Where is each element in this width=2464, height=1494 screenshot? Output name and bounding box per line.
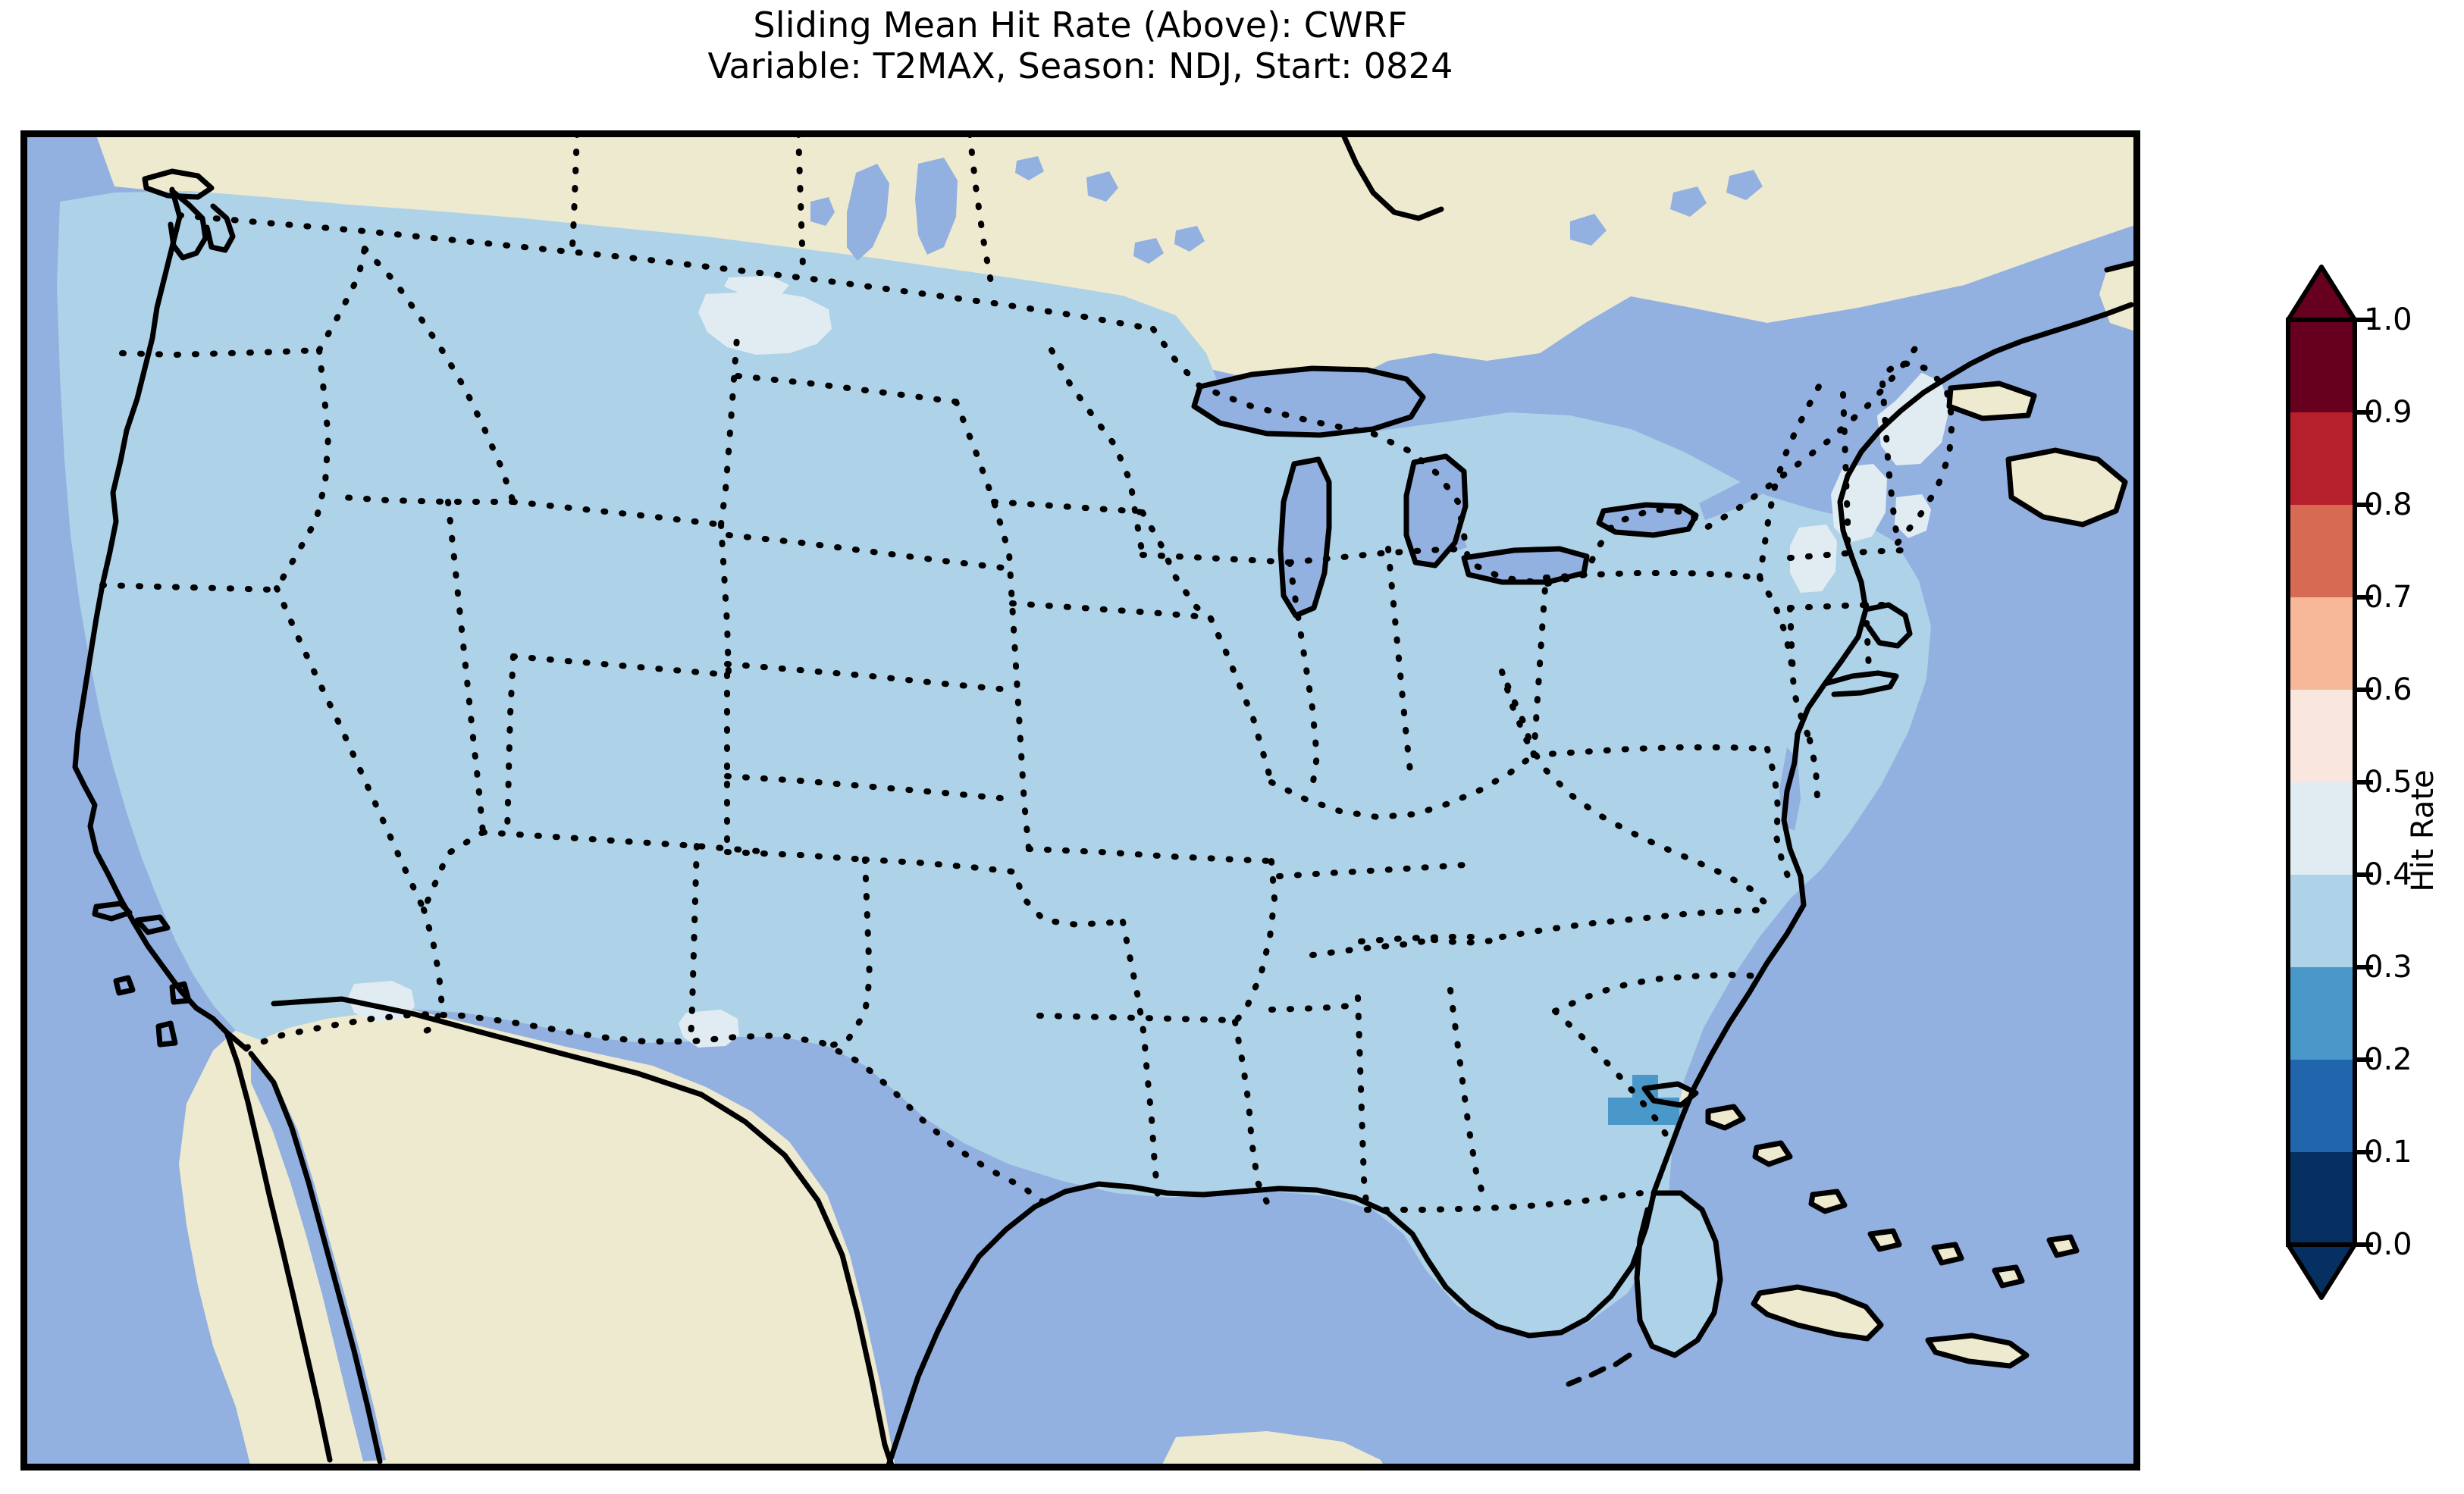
colorbar-tick-labels: 1.0 0.9 0.8 0.7 0.6 0.5 0.4 0.3 0.2 0.1 …: [2364, 240, 2464, 1422]
cb-tick-0.0: 0.0: [2364, 1227, 2412, 1262]
band-0.3-0.4-michigan: [1320, 435, 1409, 558]
cb-band-0.4-0.5: [2288, 782, 2355, 875]
cb-band-0.5-0.6: [2288, 690, 2355, 782]
conus-hit-rate-map: [24, 133, 2137, 1467]
colorbar[interactable]: 1.0 0.9 0.8 0.7 0.6 0.5 0.4 0.3 0.2 0.1 …: [2274, 240, 2464, 1422]
cb-tick-0.4: 0.4: [2364, 857, 2412, 892]
coastline-layer: [72, 133, 2137, 1467]
great-lakes: [251, 156, 1954, 1461]
figure-title: Sliding Mean Hit Rate (Above): CWRF Vari…: [0, 5, 2161, 87]
title-line-1: Sliding Mean Hit Rate (Above): CWRF: [753, 5, 1408, 45]
cb-tick-0.6: 0.6: [2364, 672, 2412, 707]
cb-tick-0.3: 0.3: [2364, 950, 2412, 985]
cb-band-0.8-0.9: [2288, 412, 2355, 505]
cb-band-0.6-0.7: [2288, 597, 2355, 690]
cb-tick-0.5: 0.5: [2364, 765, 2412, 800]
cb-band-0.7-0.8: [2288, 505, 2355, 597]
cb-tick-0.7: 0.7: [2364, 580, 2412, 615]
colorbar-swatches[interactable]: [2274, 240, 2464, 1422]
state-boundaries-layer: [99, 133, 1956, 1213]
colorbar-extend-high: [2286, 265, 2357, 322]
cb-band-0.2-0.3: [2288, 967, 2355, 1060]
colorbar-extend-low: [2286, 1242, 2357, 1300]
cb-tick-0.2: 0.2: [2364, 1042, 2412, 1077]
band-0.3-0.4-florida: [1637, 1193, 1720, 1354]
cb-band-0.3-0.4: [2288, 875, 2355, 967]
cb-band-0.9-1.0: [2288, 320, 2355, 412]
cb-band-0.0-0.1: [2288, 1152, 2355, 1245]
cb-tick-1.0: 1.0: [2364, 302, 2412, 337]
cb-tick-0.8: 0.8: [2364, 487, 2412, 522]
cb-band-0.1-0.2: [2288, 1060, 2355, 1152]
band-0.2-0.3-patches: [1608, 1075, 1679, 1125]
map-plot-area: [20, 130, 2140, 1471]
map-frame-border: [24, 133, 2137, 1467]
cb-tick-0.9: 0.9: [2364, 395, 2412, 430]
colorbar-axis-label: Hit Rate: [2406, 769, 2440, 892]
cb-tick-0.1: 0.1: [2364, 1135, 2412, 1170]
colorbar-ticks: [2355, 318, 2373, 1247]
title-line-2: Variable: T2MAX, Season: NDJ, Start: 082…: [707, 45, 1453, 87]
